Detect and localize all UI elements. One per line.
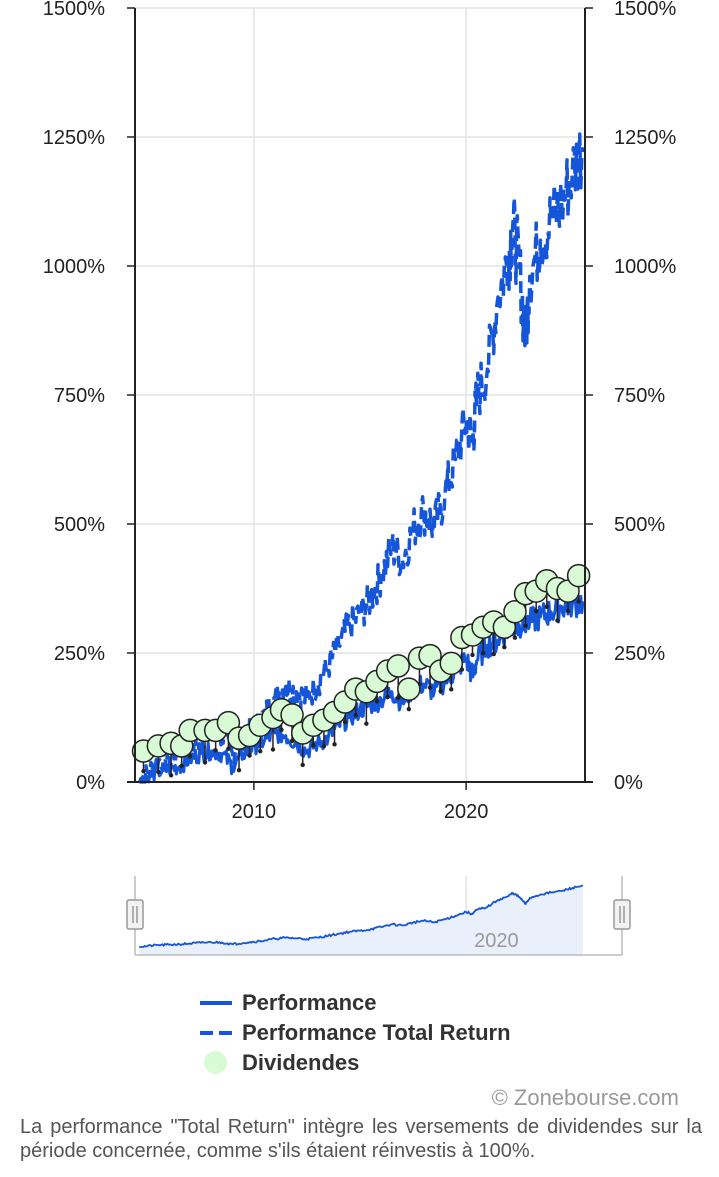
dividend-anchor <box>258 749 263 754</box>
axes <box>127 7 593 790</box>
dividend-anchor <box>449 687 454 692</box>
legend-label: Performance <box>242 990 377 1015</box>
footnote: La performance "Total Return" intègre le… <box>20 1116 702 1162</box>
y-tick-label-left: 1000% <box>43 256 105 278</box>
legend-item-total-return[interactable]: Performance Total Return <box>200 1018 511 1048</box>
grid <box>135 7 585 783</box>
handle-grip-icon <box>126 899 144 930</box>
legend: Performance Performance Total Return Div… <box>200 988 511 1078</box>
navigator-area <box>139 885 583 955</box>
dividend-anchor <box>202 760 208 765</box>
y-tick-label-left: 500% <box>54 514 105 536</box>
dividend-anchor <box>523 623 528 628</box>
dividend-anchor <box>156 769 161 775</box>
dividend-anchor <box>533 608 539 614</box>
credits-link[interactable]: © Zonebourse.com <box>491 1085 679 1110</box>
solid-line-icon <box>200 988 242 1018</box>
dividend-anchor <box>438 688 443 694</box>
navigator-tick-label: 2020 <box>474 930 519 952</box>
dividend-anchor <box>300 762 305 768</box>
dividend-marker[interactable] <box>439 651 464 676</box>
dividend-anchor <box>502 645 507 650</box>
dividend-anchor <box>491 651 496 657</box>
dividend-anchor <box>168 773 174 778</box>
y-tick-label-right: 750% <box>614 385 665 407</box>
dividend-marker[interactable] <box>397 677 421 701</box>
y-tick-label-right: 1500% <box>614 0 676 20</box>
y-tick-label-left: 250% <box>54 643 105 665</box>
dividend-anchor <box>279 727 284 732</box>
navigator-handle-right[interactable] <box>613 899 631 930</box>
dashed-line-icon <box>200 1018 242 1048</box>
dividend-anchor <box>364 721 369 726</box>
legend-label: Performance Total Return <box>242 1020 511 1045</box>
dividend-anchor <box>141 768 146 774</box>
y-tick-label-left: 1500% <box>43 0 105 20</box>
dividend-anchor <box>385 694 390 700</box>
dividend-anchor <box>544 604 549 609</box>
dividend-anchor <box>512 635 518 640</box>
legend-item-performance[interactable]: Performance <box>200 988 511 1018</box>
y-tick-label-left: 750% <box>54 385 105 407</box>
dividend-marker[interactable] <box>566 563 591 588</box>
dividend-anchor <box>270 747 276 752</box>
dividend-anchor <box>353 712 358 718</box>
circle-icon <box>200 1048 242 1078</box>
y-tick-label-right: 500% <box>614 514 665 536</box>
handle-grip-icon <box>613 899 631 930</box>
dividend-anchor <box>187 754 193 759</box>
dividend-anchor <box>321 743 327 749</box>
dividend-anchor <box>311 743 316 748</box>
dividend-anchor <box>555 618 560 623</box>
x-tick-label: 2010 <box>232 801 277 823</box>
navigator[interactable]: 2020 <box>126 876 631 956</box>
tick-labels: 0% 0% 250% 250% 500% 500% 750% 750% 1000% 1000% 12… <box>43 0 677 823</box>
navigator-handle-left[interactable] <box>126 899 144 930</box>
dividend-anchor <box>396 695 401 701</box>
dividend-anchor <box>576 599 581 604</box>
dividend-anchor <box>236 767 242 773</box>
dividend-marker[interactable] <box>503 599 527 624</box>
dividend-marker[interactable] <box>280 703 304 727</box>
dividend-anchor <box>565 608 571 614</box>
x-tick-label: 2020 <box>444 801 489 823</box>
dividend-anchor <box>226 746 231 751</box>
y-tick-label-left: 1250% <box>43 127 105 149</box>
legend-item-dividendes[interactable]: Dividendes <box>200 1048 511 1078</box>
dividend-anchor <box>247 753 252 758</box>
navigator-line <box>139 884 584 948</box>
dividend-anchor <box>470 652 475 658</box>
y-tick-label-left: 0% <box>76 772 105 794</box>
y-tick-label-right: 0% <box>614 772 643 794</box>
dividend-anchor <box>179 763 184 769</box>
dividend-anchor <box>342 719 348 725</box>
dividend-anchor <box>374 699 380 704</box>
dividend-marker[interactable] <box>386 654 410 678</box>
series-layer <box>131 132 591 784</box>
y-tick-label-right: 1250% <box>614 127 676 149</box>
dividend-anchor <box>406 706 412 712</box>
legend-label: Dividendes <box>242 1050 360 1075</box>
y-tick-label-right: 250% <box>614 643 665 665</box>
y-tick-label-right: 1000% <box>614 256 676 278</box>
dividend-anchor <box>480 651 486 656</box>
dividend-anchor <box>332 742 337 747</box>
dividend-anchor <box>427 685 433 690</box>
dividend-anchor <box>213 748 218 753</box>
chart: 0% 0% 250% 250% 500% 500% 750% 750% 1000% 1000% 12… <box>43 0 677 956</box>
